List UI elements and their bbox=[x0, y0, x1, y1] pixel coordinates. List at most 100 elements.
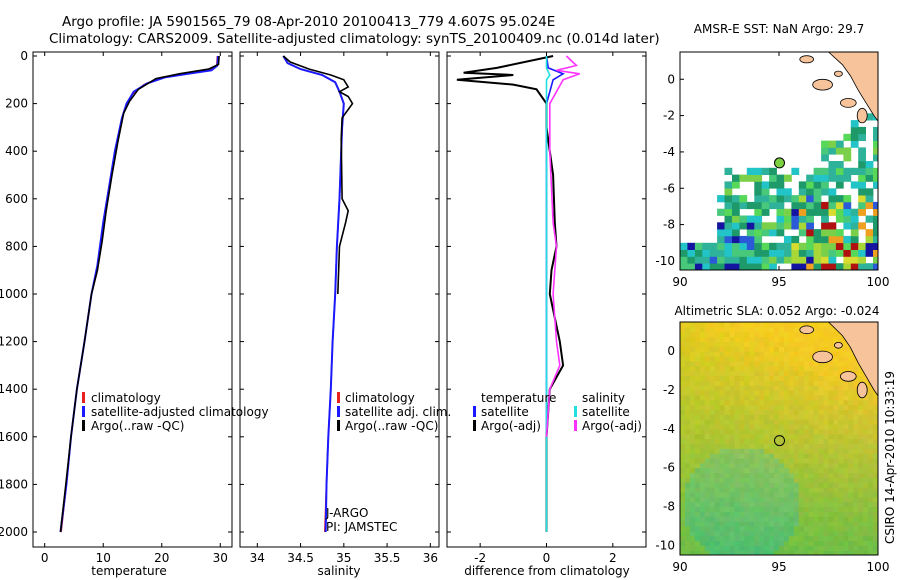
sst-cell bbox=[821, 174, 829, 182]
sla-cell bbox=[704, 438, 711, 444]
sla-cell bbox=[709, 550, 716, 555]
sla-cell bbox=[680, 501, 686, 508]
sla-cell bbox=[749, 404, 755, 410]
sst-cell bbox=[828, 161, 837, 169]
sla-cell bbox=[719, 438, 726, 444]
sla-cell bbox=[823, 506, 829, 512]
sla-cell bbox=[749, 467, 755, 474]
sla-cell bbox=[838, 516, 844, 522]
sla-cell bbox=[863, 530, 869, 537]
sla-cell bbox=[769, 385, 775, 391]
sla-cell bbox=[709, 516, 716, 522]
sla-cell bbox=[729, 360, 735, 367]
sla-cell bbox=[744, 433, 750, 440]
sla-cell bbox=[788, 491, 795, 498]
sla-cell bbox=[813, 394, 820, 401]
sla-cell bbox=[838, 472, 844, 478]
sla-cell bbox=[779, 322, 785, 328]
sla-cell bbox=[709, 409, 716, 415]
sla-cell bbox=[828, 336, 834, 343]
sla-cell bbox=[764, 336, 770, 343]
sla-cell bbox=[754, 482, 760, 488]
sla-cell bbox=[719, 336, 726, 343]
sla-cell bbox=[848, 482, 854, 488]
sla-cell bbox=[838, 336, 844, 343]
sla-cell bbox=[828, 365, 834, 372]
sla-cell bbox=[704, 477, 711, 483]
sla-cell bbox=[803, 453, 810, 459]
sla-cell bbox=[764, 443, 770, 449]
sla-cell bbox=[704, 399, 711, 406]
sla-cell bbox=[788, 453, 795, 459]
sst-cell bbox=[724, 229, 733, 237]
sla-cell bbox=[719, 360, 726, 367]
sla-cell bbox=[784, 506, 790, 512]
sla-cell bbox=[680, 545, 686, 551]
sla-cell bbox=[873, 399, 878, 406]
sla-cell bbox=[764, 380, 770, 386]
sla-cell bbox=[838, 530, 844, 537]
sla-cell bbox=[694, 370, 701, 376]
sla-cell bbox=[685, 496, 691, 503]
sst-cell bbox=[791, 215, 800, 223]
sla-cell bbox=[724, 521, 730, 527]
sla-cell bbox=[858, 409, 864, 415]
sla-cell bbox=[699, 331, 706, 338]
sst-cell bbox=[709, 263, 718, 270]
lat-tick-label: -2 bbox=[663, 109, 675, 123]
sla-cell bbox=[803, 423, 810, 430]
sla-cell bbox=[833, 380, 839, 386]
sla-cell bbox=[868, 482, 874, 488]
sla-cell bbox=[744, 550, 750, 555]
sla-cell bbox=[734, 550, 740, 555]
sla-cell bbox=[694, 472, 701, 478]
sla-cell bbox=[808, 448, 815, 454]
sla-cell bbox=[734, 438, 740, 444]
sla-cell bbox=[798, 433, 805, 440]
sla-cell bbox=[853, 501, 859, 508]
sla-cell bbox=[709, 404, 716, 410]
sla-cell bbox=[788, 433, 795, 440]
sla-cell bbox=[793, 453, 800, 459]
sla-cell bbox=[793, 501, 800, 508]
sla-cell bbox=[798, 423, 805, 430]
sst-cell bbox=[724, 256, 733, 264]
sla-cell bbox=[828, 516, 834, 522]
sla-cell bbox=[813, 370, 820, 376]
sla-cell bbox=[744, 375, 750, 381]
sla-cell bbox=[724, 550, 730, 555]
sla-cell bbox=[749, 341, 755, 347]
sla-cell bbox=[680, 530, 686, 537]
sla-cell bbox=[823, 385, 829, 391]
sst-cell bbox=[835, 201, 844, 210]
sst-cell bbox=[754, 181, 763, 189]
sla-cell bbox=[764, 438, 770, 444]
sla-cell bbox=[724, 404, 730, 410]
sst-cell bbox=[843, 174, 852, 182]
sla-cell bbox=[754, 326, 760, 333]
sla-cell bbox=[769, 336, 775, 343]
sla-cell bbox=[784, 491, 790, 498]
sla-cell bbox=[803, 491, 810, 498]
sla-cell bbox=[699, 423, 706, 430]
sla-cell bbox=[759, 336, 765, 343]
sla-cell bbox=[699, 394, 706, 401]
sla-cell bbox=[759, 487, 765, 493]
sla-cell bbox=[699, 482, 706, 488]
sla-cell bbox=[798, 491, 805, 498]
sla-cell bbox=[818, 336, 825, 343]
sla-cell bbox=[759, 385, 765, 391]
sla-cell bbox=[709, 462, 716, 469]
sla-cell bbox=[759, 346, 765, 352]
sla-cell bbox=[734, 419, 740, 425]
sst-cell bbox=[724, 235, 733, 244]
sla-cell bbox=[853, 370, 859, 376]
sla-cell bbox=[853, 414, 859, 420]
sla-cell bbox=[833, 394, 839, 401]
sla-cell bbox=[694, 336, 701, 343]
sst-cell bbox=[687, 256, 696, 264]
sla-cell bbox=[724, 390, 730, 396]
sla-cell bbox=[754, 346, 760, 352]
sla-cell bbox=[784, 356, 790, 362]
sla-cell bbox=[868, 385, 874, 391]
